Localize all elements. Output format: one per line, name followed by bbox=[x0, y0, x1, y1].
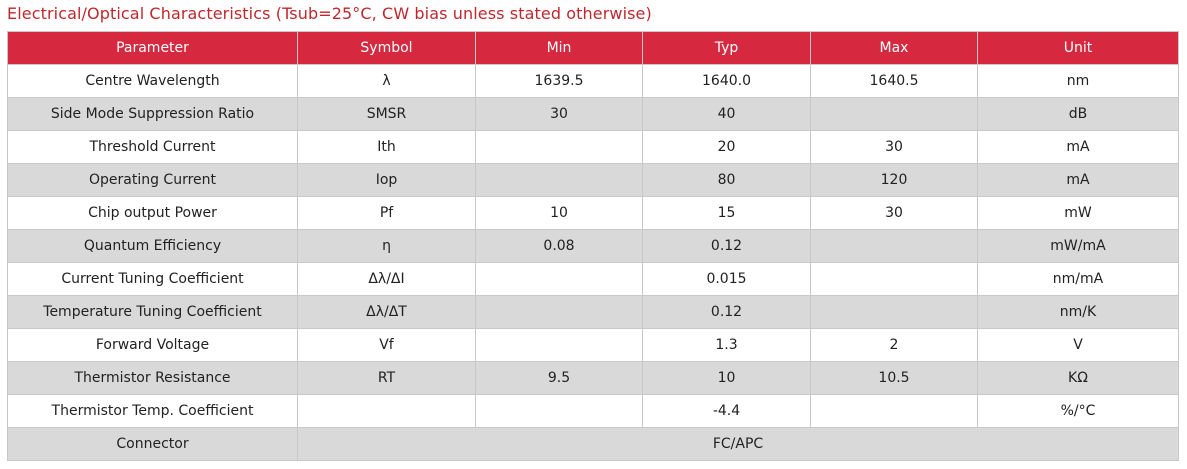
table-row: Thermistor Temp. Coefficient -4.4 %/°C bbox=[7, 394, 1179, 428]
cell-unit: V bbox=[977, 328, 1179, 362]
cell-max bbox=[810, 394, 978, 428]
table-row: Temperature Tuning Coefficient Δλ/ΔT 0.12 n… bbox=[7, 295, 1179, 329]
table-title: Electrical/Optical Characteristics (Tsub… bbox=[7, 4, 652, 23]
table-body: Centre Wavelength λ 1639.5 1640.0 1640.5 nm Si… bbox=[7, 64, 1179, 461]
cell-typ: 10 bbox=[642, 361, 811, 395]
cell-unit: nm/K bbox=[977, 295, 1179, 329]
cell-connector-value: FC/APC bbox=[297, 427, 1179, 461]
cell-symbol: Δλ/ΔI bbox=[297, 262, 476, 296]
header-unit: Unit bbox=[977, 31, 1179, 65]
cell-typ: 1.3 bbox=[642, 328, 811, 362]
cell-min bbox=[475, 262, 643, 296]
cell-parameter: Thermistor Temp. Coefficient bbox=[7, 394, 298, 428]
cell-typ: 20 bbox=[642, 130, 811, 164]
cell-unit: mW/mA bbox=[977, 229, 1179, 263]
cell-unit: mA bbox=[977, 163, 1179, 197]
table-row: Thermistor Resistance RT 9.5 10 10.5 KΩ bbox=[7, 361, 1179, 395]
cell-max: 2 bbox=[810, 328, 978, 362]
cell-parameter: Quantum Efficiency bbox=[7, 229, 298, 263]
header-max: Max bbox=[810, 31, 978, 65]
table-row: Current Tuning Coefficient Δλ/ΔI 0.015 nm/m… bbox=[7, 262, 1179, 296]
cell-typ: 0.12 bbox=[642, 229, 811, 263]
cell-parameter: Forward Voltage bbox=[7, 328, 298, 362]
cell-min bbox=[475, 394, 643, 428]
cell-typ: 15 bbox=[642, 196, 811, 230]
cell-parameter: Centre Wavelength bbox=[7, 64, 298, 98]
cell-max: 120 bbox=[810, 163, 978, 197]
table-row: Chip output Power Pf 10 15 30 mW bbox=[7, 196, 1179, 230]
cell-symbol: Vf bbox=[297, 328, 476, 362]
table-row: Side Mode Suppression Ratio SMSR 30 40 dB bbox=[7, 97, 1179, 131]
cell-max bbox=[810, 262, 978, 296]
cell-parameter: Operating Current bbox=[7, 163, 298, 197]
cell-typ: -4.4 bbox=[642, 394, 811, 428]
cell-unit: mW bbox=[977, 196, 1179, 230]
table-row: Operating Current Iop 80 120 mA bbox=[7, 163, 1179, 197]
cell-max: 1640.5 bbox=[810, 64, 978, 98]
cell-typ: 40 bbox=[642, 97, 811, 131]
cell-symbol: Ith bbox=[297, 130, 476, 164]
cell-typ: 0.015 bbox=[642, 262, 811, 296]
cell-max bbox=[810, 229, 978, 263]
cell-min bbox=[475, 130, 643, 164]
cell-symbol: Pf bbox=[297, 196, 476, 230]
characteristics-table: Parameter Symbol Min Typ Max Unit Centre… bbox=[7, 31, 1179, 461]
header-symbol: Symbol bbox=[297, 31, 476, 65]
table-row: Threshold Current Ith 20 30 mA bbox=[7, 130, 1179, 164]
cell-max bbox=[810, 295, 978, 329]
header-min: Min bbox=[475, 31, 643, 65]
cell-parameter: Threshold Current bbox=[7, 130, 298, 164]
cell-typ: 1640.0 bbox=[642, 64, 811, 98]
table-row: Centre Wavelength λ 1639.5 1640.0 1640.5 nm bbox=[7, 64, 1179, 98]
table-row: Forward Voltage Vf 1.3 2 V bbox=[7, 328, 1179, 362]
cell-parameter: Side Mode Suppression Ratio bbox=[7, 97, 298, 131]
cell-typ: 0.12 bbox=[642, 295, 811, 329]
cell-parameter: Thermistor Resistance bbox=[7, 361, 298, 395]
cell-parameter: Connector bbox=[7, 427, 298, 461]
cell-typ: 80 bbox=[642, 163, 811, 197]
cell-min: 9.5 bbox=[475, 361, 643, 395]
header-row: Parameter Symbol Min Typ Max Unit bbox=[7, 31, 1179, 65]
cell-unit: KΩ bbox=[977, 361, 1179, 395]
cell-unit: %/°C bbox=[977, 394, 1179, 428]
cell-parameter: Temperature Tuning Coefficient bbox=[7, 295, 298, 329]
header-parameter: Parameter bbox=[7, 31, 298, 65]
cell-max bbox=[810, 97, 978, 131]
cell-symbol: Iop bbox=[297, 163, 476, 197]
cell-min: 1639.5 bbox=[475, 64, 643, 98]
table-row-connector: Connector FC/APC bbox=[7, 427, 1179, 461]
cell-min: 30 bbox=[475, 97, 643, 131]
cell-min bbox=[475, 328, 643, 362]
cell-symbol: η bbox=[297, 229, 476, 263]
cell-unit: dB bbox=[977, 97, 1179, 131]
cell-max: 30 bbox=[810, 196, 978, 230]
cell-min: 0.08 bbox=[475, 229, 643, 263]
cell-parameter: Chip output Power bbox=[7, 196, 298, 230]
cell-min bbox=[475, 295, 643, 329]
cell-symbol: SMSR bbox=[297, 97, 476, 131]
cell-symbol: RT bbox=[297, 361, 476, 395]
cell-min: 10 bbox=[475, 196, 643, 230]
cell-max: 10.5 bbox=[810, 361, 978, 395]
cell-parameter: Current Tuning Coefficient bbox=[7, 262, 298, 296]
cell-max: 30 bbox=[810, 130, 978, 164]
cell-unit: mA bbox=[977, 130, 1179, 164]
cell-symbol bbox=[297, 394, 476, 428]
header-typ: Typ bbox=[642, 31, 811, 65]
cell-min bbox=[475, 163, 643, 197]
cell-symbol: λ bbox=[297, 64, 476, 98]
table-row: Quantum Efficiency η 0.08 0.12 mW/mA bbox=[7, 229, 1179, 263]
cell-symbol: Δλ/ΔT bbox=[297, 295, 476, 329]
cell-unit: nm/mA bbox=[977, 262, 1179, 296]
cell-unit: nm bbox=[977, 64, 1179, 98]
